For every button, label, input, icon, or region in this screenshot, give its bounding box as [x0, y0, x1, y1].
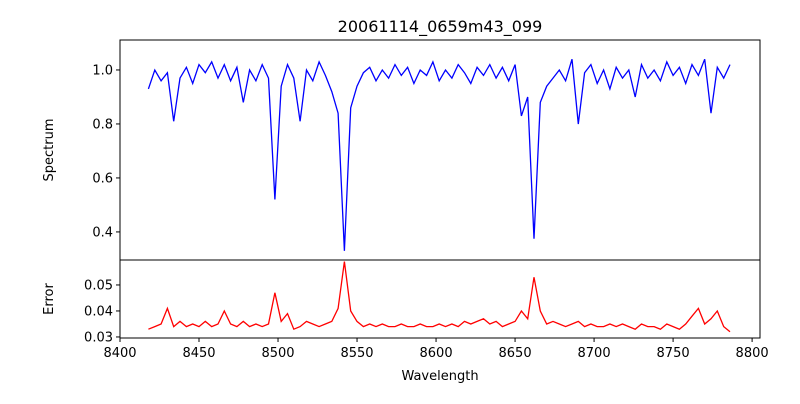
series-line-spectrum	[147, 58, 731, 251]
spectrum-y-label: Spectrum	[42, 119, 57, 182]
x-tick-label: 8400	[103, 346, 136, 361]
y-tick-label: 0.4	[92, 225, 113, 240]
y-tick-label: 0.05	[84, 278, 113, 293]
x-tick-label: 8750	[657, 346, 690, 361]
x-tick-label: 8450	[182, 346, 215, 361]
error-y-label: Error	[42, 283, 57, 315]
x-tick-label: 8800	[736, 346, 769, 361]
y-tick-label: 0.04	[84, 304, 113, 319]
y-tick-label: 0.8	[92, 117, 113, 132]
axes-frame	[119, 259, 761, 339]
x-tick-label: 8500	[261, 346, 294, 361]
spectrum-axes: 0.4 0.6 0.8 1.0	[92, 39, 761, 261]
x-tick-label: 8650	[499, 346, 532, 361]
error-axes: 0.03 0.04 0.05 8400 8450 8500 8550 8600 8650 8700…	[84, 259, 769, 361]
y-tick-label: 1.0	[92, 63, 113, 78]
x-tick-label: 8550	[340, 346, 373, 361]
x-tick-label: 8600	[420, 346, 453, 361]
series-line-error	[148, 261, 731, 333]
x-axis-label: Wavelength	[401, 369, 478, 384]
x-tick-label: 8700	[578, 346, 611, 361]
chart-title: 20061114_0659m43_099	[338, 17, 543, 37]
y-tick-label: 0.6	[92, 171, 113, 186]
y-tick-label: 0.03	[84, 330, 113, 345]
